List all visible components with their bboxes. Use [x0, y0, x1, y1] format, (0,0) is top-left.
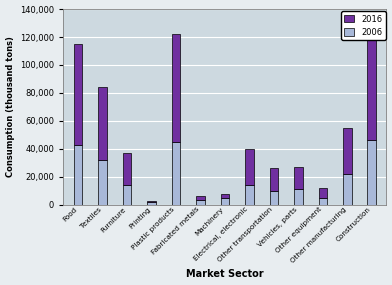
X-axis label: Market Sector: Market Sector	[186, 269, 264, 280]
Bar	[367, 37, 376, 141]
Bar	[319, 198, 327, 205]
Bar	[367, 141, 376, 205]
Bar	[343, 128, 352, 174]
Bar	[172, 34, 180, 142]
Bar	[147, 202, 156, 205]
Bar	[270, 191, 278, 205]
Bar	[343, 174, 352, 205]
Bar	[319, 188, 327, 198]
Bar	[245, 149, 254, 185]
Bar	[74, 44, 82, 144]
Bar	[147, 201, 156, 202]
Bar	[98, 87, 107, 160]
Bar	[270, 168, 278, 191]
Bar	[74, 144, 82, 205]
Bar	[294, 167, 303, 189]
Bar	[123, 185, 131, 205]
Bar	[245, 185, 254, 205]
Bar	[221, 198, 229, 205]
Bar	[221, 194, 229, 198]
Bar	[196, 196, 205, 200]
Bar	[294, 189, 303, 205]
Bar	[98, 160, 107, 205]
Legend: 2016, 2006: 2016, 2006	[341, 11, 385, 40]
Y-axis label: Consumption (thousand tons): Consumption (thousand tons)	[5, 36, 15, 177]
Bar	[123, 153, 131, 185]
Bar	[172, 142, 180, 205]
Bar	[196, 200, 205, 205]
